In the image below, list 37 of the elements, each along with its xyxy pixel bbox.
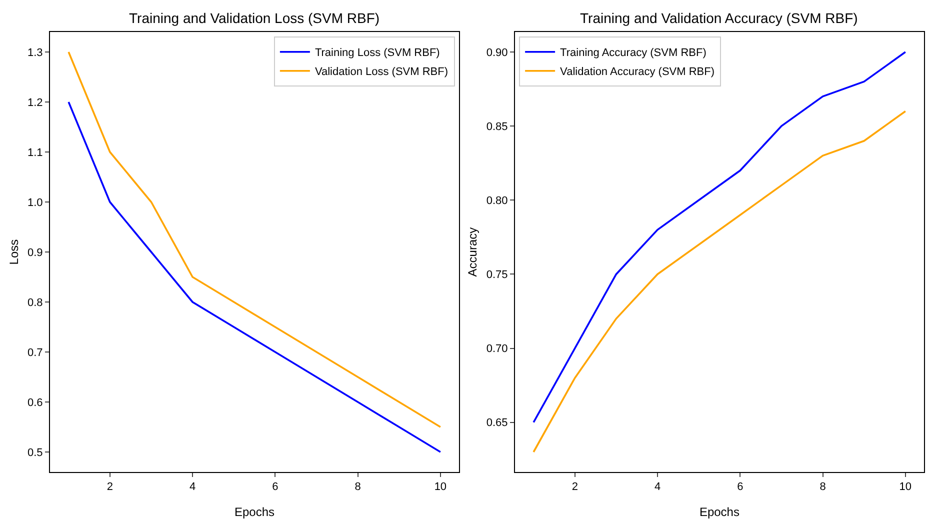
x-tick-label: 6 (272, 481, 278, 494)
y-tick-label: 0.7 (28, 346, 43, 359)
y-tick-label: 0.85 (486, 120, 508, 133)
y-axis-title: Accuracy (466, 227, 480, 277)
x-tick-label: 8 (820, 481, 826, 494)
x-axis-title: Epochs (234, 505, 275, 520)
x-tick-label: 10 (434, 481, 447, 494)
y-tick-label: 1.0 (28, 196, 43, 209)
y-tick-label: 0.6 (28, 396, 43, 409)
y-tick-label: 1.1 (28, 146, 43, 159)
legend-label: Validation Accuracy (SVM RBF) (560, 66, 715, 78)
x-tick-label: 6 (737, 481, 744, 494)
x-tick-label: 8 (354, 481, 361, 494)
x-axis-title: Epochs (699, 505, 740, 520)
y-tick-label: 0.90 (486, 46, 508, 59)
legend-label: Training Loss (SVM RBF) (314, 47, 440, 60)
y-tick-label: 0.80 (486, 195, 508, 207)
line-series (68, 101, 442, 453)
y-tick-label: 1.3 (28, 46, 43, 59)
y-tick-label: 0.8 (28, 296, 43, 309)
y-tick-label: 0.65 (486, 417, 508, 430)
x-tick-label: 4 (189, 481, 196, 494)
y-tick-label: 1.2 (28, 96, 43, 109)
y-tick-label: 0.5 (28, 446, 43, 459)
x-tick-label: 2 (106, 481, 113, 494)
y-tick-label: 0.9 (28, 246, 43, 259)
y-tick-label: 0.75 (486, 269, 508, 282)
line-series (532, 110, 906, 453)
x-tick-label: 4 (654, 481, 661, 494)
x-tick-label: 2 (572, 481, 578, 494)
legend-label: Validation Loss (SVM RBF) (314, 66, 448, 78)
chart-title: Training and Validation Loss (SVM RBF) (129, 10, 380, 26)
x-tick-label: 10 (899, 481, 912, 494)
legend-label: Training Accuracy (SVM RBF) (560, 47, 706, 60)
chart-title: Training and Validation Accuracy (SVM RBF) (580, 10, 858, 26)
y-tick-label: 0.70 (486, 343, 508, 356)
y-axis-title: Loss (6, 239, 21, 265)
